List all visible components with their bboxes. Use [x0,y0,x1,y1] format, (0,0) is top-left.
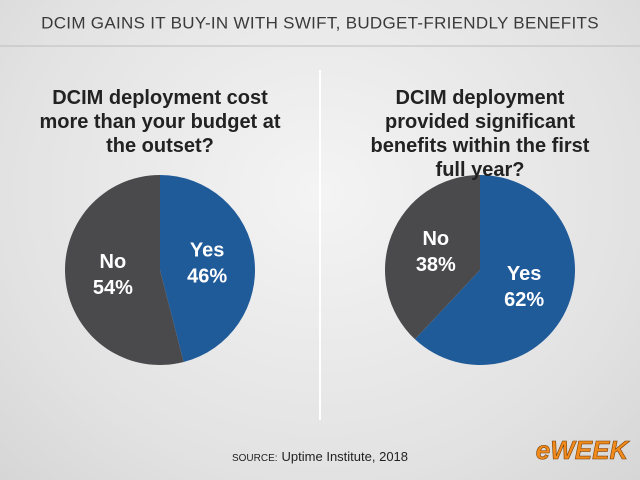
slice-value-label: 62% [504,289,544,311]
slice-value-label: 46% [187,265,227,287]
page-title: DCIM GAINS IT BUY-IN WITH SWIFT, BUDGET-… [41,13,599,32]
pie-slice [414,175,575,366]
logo: eWEEK [536,435,631,465]
slice-category: Yes [190,239,224,261]
source: SOURCE: Uptime Institute, 2018 [232,449,408,464]
chart-title: DCIM deployment provided significant ben… [370,87,590,181]
chart-title: DCIM deployment cost more than your budg… [39,87,281,157]
slice-category: Yes [507,263,541,285]
slice-value-label: 54% [93,277,133,299]
pie-slice [384,175,480,340]
pie-slice [65,175,184,365]
pie-slice [160,175,256,363]
slice-value-label: 38% [416,254,456,276]
source-text: Uptime Institute, 2018 [282,449,408,464]
slice-category: No [100,251,127,273]
source-label: SOURCE: [232,453,278,464]
slice-category: No [422,228,449,250]
